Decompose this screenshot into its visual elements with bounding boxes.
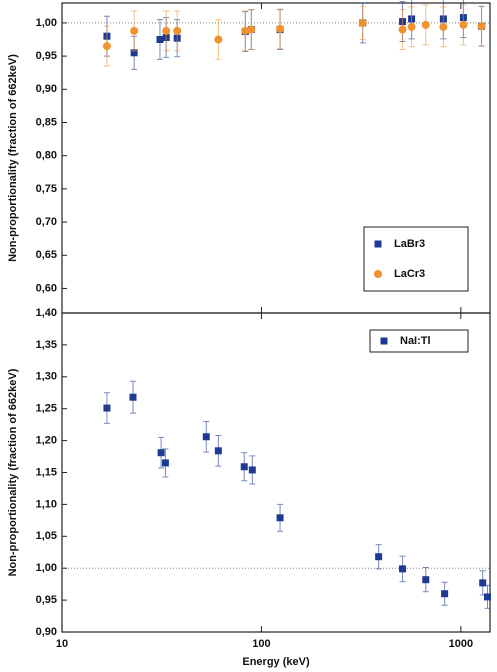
data-point [173,26,182,35]
legend-marker [374,240,382,248]
y-tick-label: 1,10 [36,498,57,510]
data-point [459,20,468,29]
y-tick-label: 0,75 [36,183,57,195]
y-tick-label: 0,95 [36,50,57,62]
data-point [214,447,222,455]
x-tick-label: 100 [252,638,270,650]
data-point [441,590,449,598]
data-point [129,393,137,401]
legend-label: NaI:Tl [400,335,431,347]
y-tick-label: 1,30 [36,371,57,383]
legend-box [369,329,469,353]
data-point [399,565,407,573]
y-tick-label: 1,20 [36,435,57,447]
data-point [102,42,111,51]
y-tick-label: 1,25 [36,403,57,415]
data-point [358,18,367,27]
y-tick-label: 0,80 [36,150,57,162]
data-point [156,36,164,44]
data-point [130,49,138,57]
x-tick-label: 1000 [449,638,473,650]
y-tick-label: 0,95 [36,594,57,606]
y-axis-label: Non-proportionality (fraction of 662keV) [7,54,19,262]
x-axis-label: Energy (keV) [242,656,310,668]
data-point [248,466,256,474]
data-point [103,404,111,412]
data-point [247,25,256,34]
data-point [202,433,210,441]
y-tick-label: 0,65 [36,249,57,261]
y-tick-label: 1,40 [36,307,57,319]
y-tick-label: 1,00 [36,562,57,574]
data-point [422,576,430,584]
y-tick-label: 0,90 [36,626,57,638]
legend-label: LaBr3 [394,238,425,250]
data-point [479,579,487,587]
y-axis-label: Non-proportionality (fraction of 662keV) [7,368,19,576]
legend-marker [374,270,382,278]
data-point [157,449,165,457]
data-point [240,463,248,471]
data-point [276,24,285,33]
data-point [214,35,223,44]
y-tick-label: 0,70 [36,216,57,228]
data-point [483,593,491,601]
data-point [276,514,284,522]
y-tick-label: 0,60 [36,282,57,294]
y-tick-label: 0,85 [36,116,57,128]
legend-label: LaCr3 [394,268,425,280]
x-tick-label: 10 [56,638,68,650]
data-point [398,25,407,34]
data-point [407,22,416,31]
data-point [439,22,448,31]
data-point [162,26,171,35]
data-point [241,26,250,35]
legend-marker [380,337,388,345]
data-point [375,553,383,561]
data-point [161,459,169,467]
y-tick-label: 0,90 [36,83,57,95]
y-tick-label: 1,05 [36,530,57,542]
y-tick-label: 1,35 [36,339,57,351]
y-tick-label: 1,15 [36,466,57,478]
data-point [477,22,486,31]
data-point [130,26,139,35]
data-point [421,20,430,29]
y-tick-label: 1,00 [36,17,57,29]
legend-box [363,226,469,292]
